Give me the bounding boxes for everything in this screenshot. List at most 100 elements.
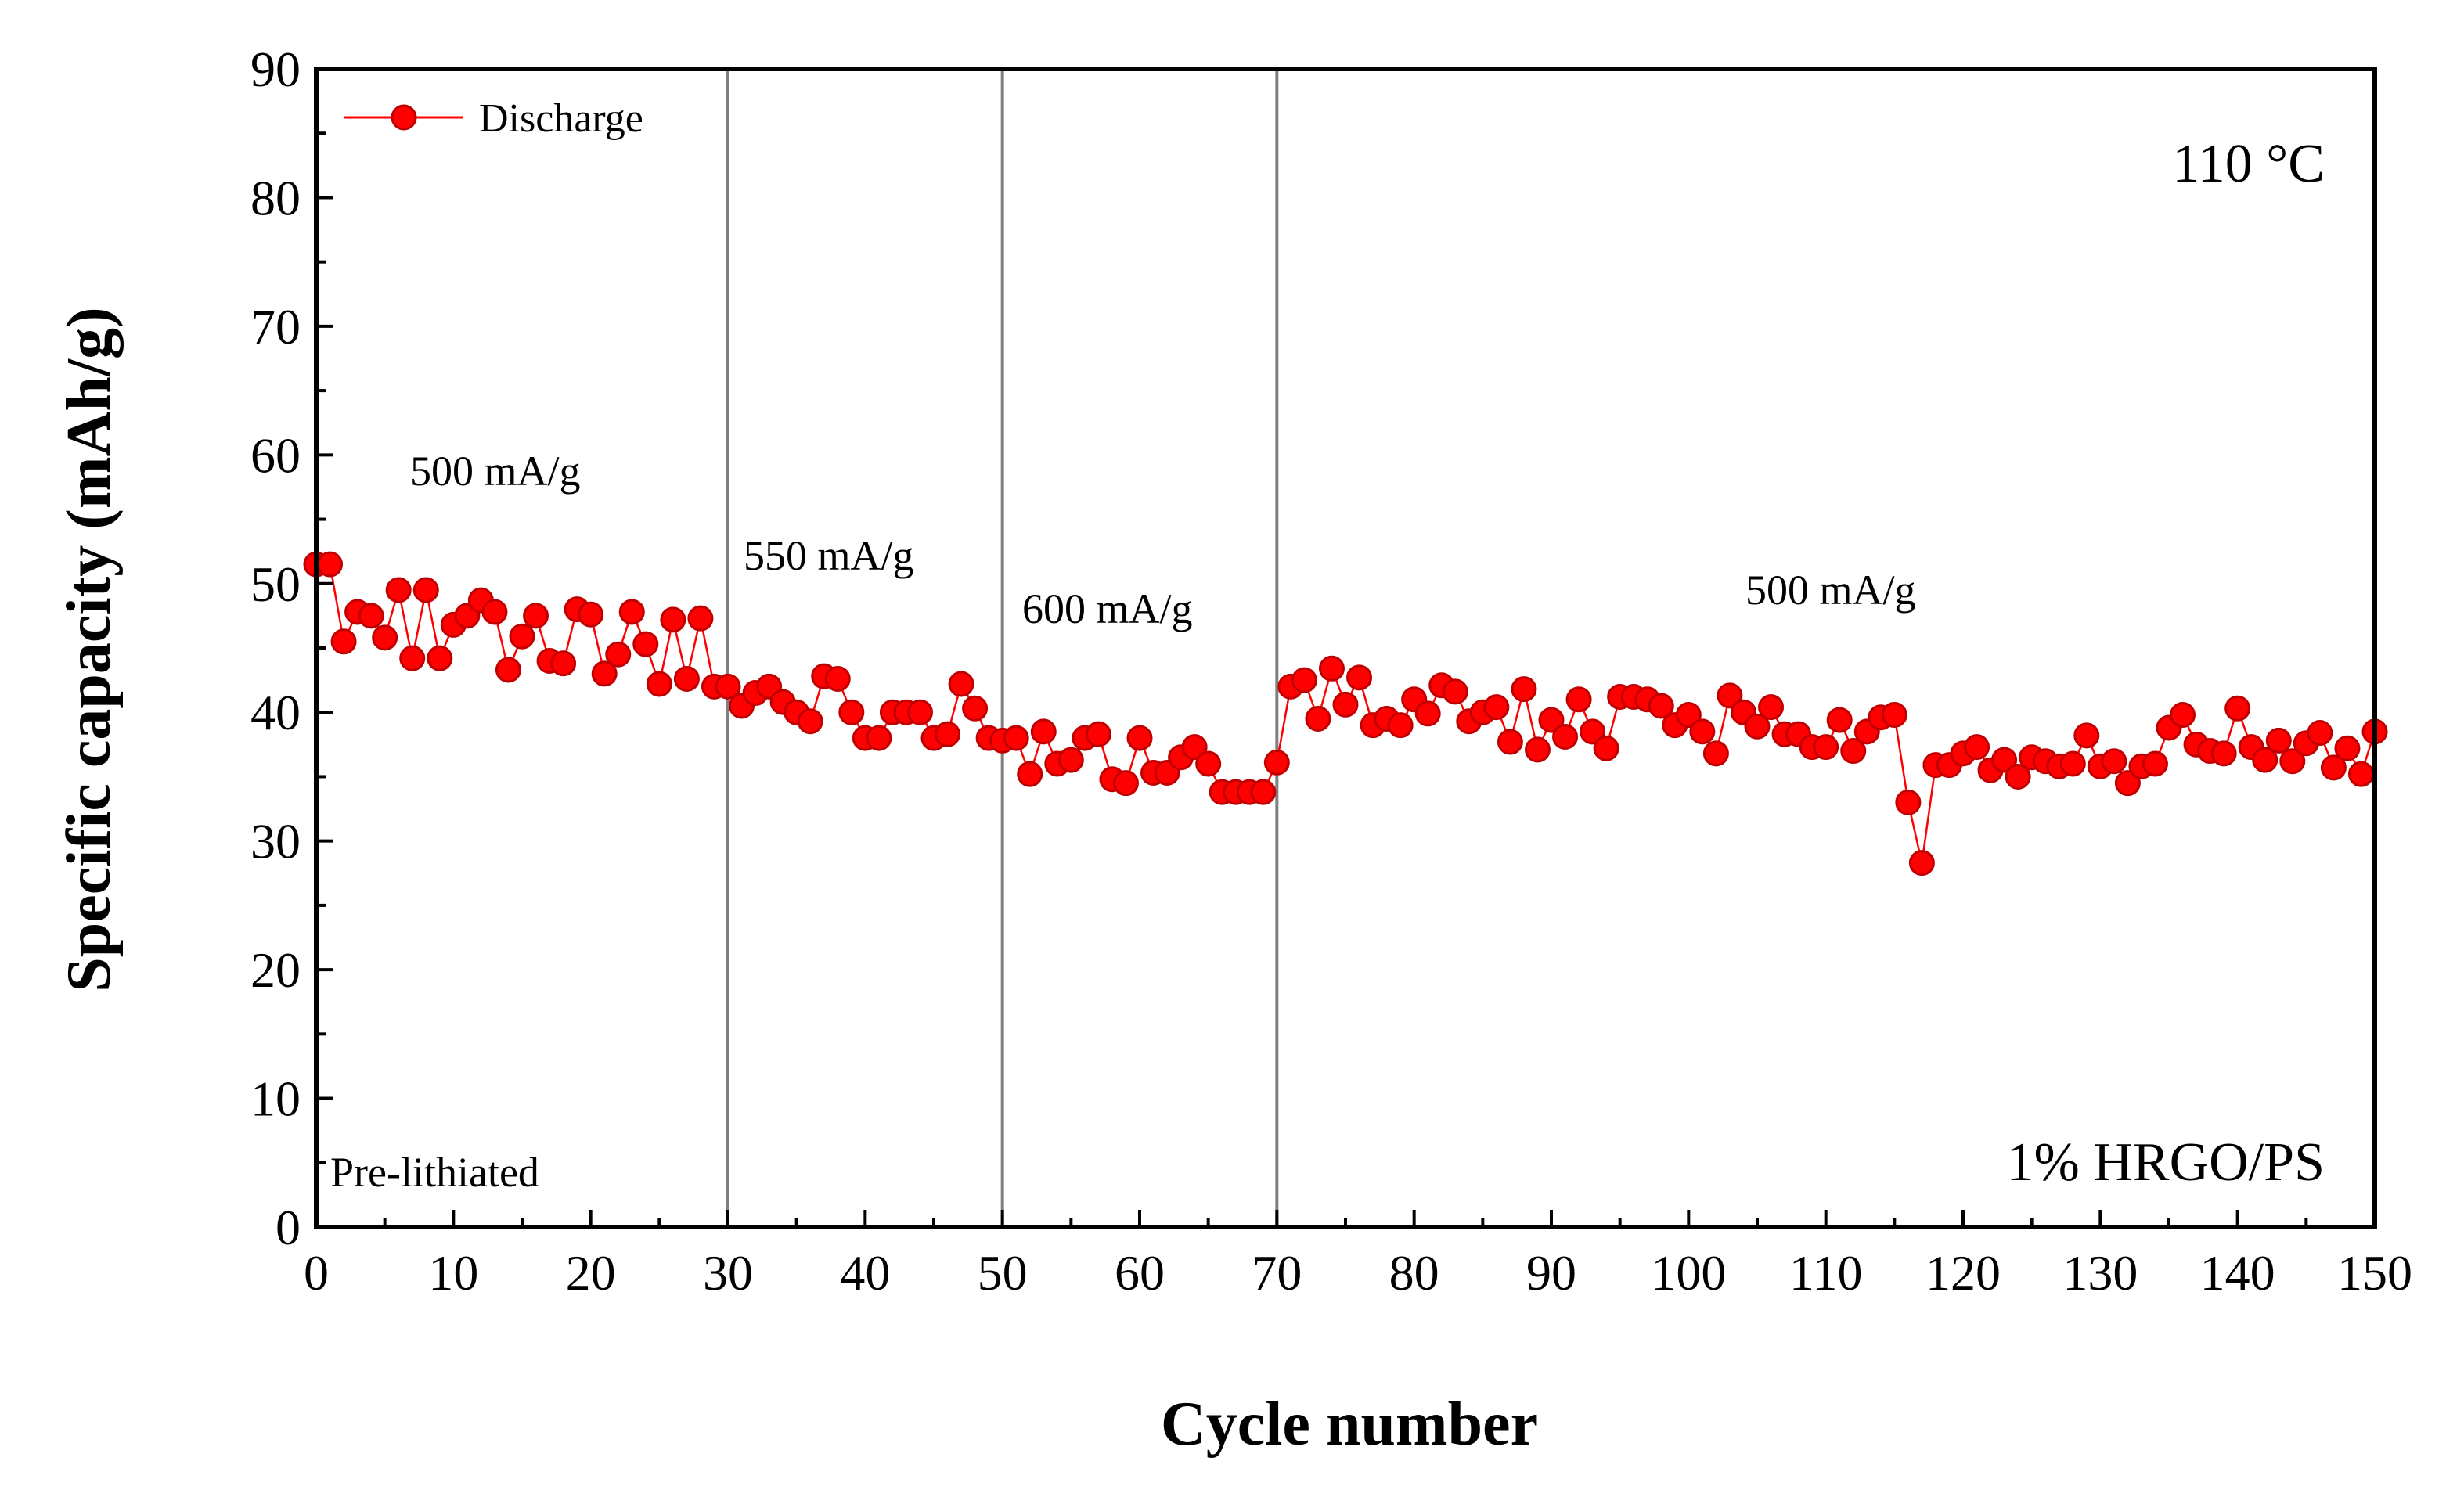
y-tick-label: 0 [276,1200,301,1255]
data-point [2347,761,2374,787]
y-axis: 0 10 20 30 40 50 60 70 80 90 [250,41,333,1255]
data-point [509,623,535,650]
data-point [948,671,974,697]
x-axis-title: Cycle number [1161,1390,1538,1459]
data-point [1442,678,1468,705]
x-tick-label: 120 [1925,1245,2001,1301]
y-tick-label: 90 [250,41,301,97]
data-point [399,645,426,671]
rate-label-4: 500 mA/g [1745,567,1916,614]
data-point [1675,702,1702,729]
data-point [385,577,412,603]
x-tick-label: 110 [1789,1245,1863,1301]
legend: Discharge [344,96,643,141]
data-point [358,603,384,629]
data-point [1702,740,1729,767]
data-point [660,606,686,633]
y-axis-title: Specific capacity (mAh/g) [55,307,124,992]
data-point [1758,694,1785,721]
data-point [2059,750,2086,777]
data-point [824,665,851,692]
data-point [1085,721,1111,747]
x-tick-label: 30 [703,1245,753,1301]
data-point [2279,748,2306,775]
data-point [330,628,357,655]
data-point [1908,850,1935,876]
x-axis: 0 10 20 30 40 50 60 70 80 90 100 110 120 130 140 150 [304,1210,2412,1301]
sample-label: 1% HRGO/PS [2007,1132,2325,1193]
data-point [2170,702,2196,729]
data-point [1648,693,1674,719]
data-point [715,673,741,700]
data-point [838,699,865,725]
data-point [2073,722,2100,749]
data-point [1003,725,1029,751]
x-tick-label: 50 [978,1245,1028,1301]
data-point [1565,686,1592,713]
data-point [2101,748,2127,775]
data-point [550,650,577,677]
data-point [372,624,398,651]
data-point [412,577,439,603]
data-point [1689,718,1716,745]
data-point [605,641,632,668]
x-tick-label: 130 [2062,1245,2138,1301]
data-point [495,657,521,683]
data-point [1826,707,1853,733]
y-tick-label: 10 [250,1071,301,1127]
rate-label-3: 600 mA/g [1022,585,1193,632]
data-point [1895,789,1922,815]
data-point [618,599,645,625]
data-point [1030,718,1057,745]
x-tick-label: 40 [840,1245,890,1301]
data-point [1195,750,1222,777]
data-point [1813,734,1839,761]
x-tick-label: 10 [428,1245,478,1301]
data-point [1414,700,1441,727]
x-tick-label: 60 [1115,1245,1165,1301]
data-point [1744,713,1771,740]
y-tick-label: 60 [250,427,301,483]
y-tick-label: 30 [250,814,301,869]
data-point [906,699,933,725]
data-point [1305,705,1331,732]
data-point [1126,725,1153,751]
y-tick-label: 50 [250,556,301,612]
data-point [2307,720,2333,747]
data-point [1511,676,1537,703]
data-point [1483,694,1510,721]
rate-label-2: 550 mA/g [744,532,914,579]
x-tick-label: 80 [1389,1245,1439,1301]
data-point [1017,761,1043,787]
data-point [1840,738,1867,765]
data-point [1538,707,1565,733]
data-point [1593,735,1619,761]
y-tick-label: 40 [250,685,301,740]
data-point [1387,712,1414,739]
data-point [646,671,672,697]
data-point [591,660,618,687]
x-tick-label: 0 [304,1245,329,1301]
x-tick-label: 100 [1651,1245,1726,1301]
data-point [578,601,604,628]
data-point [1318,655,1345,682]
legend-label: Discharge [479,96,643,141]
data-point [1881,702,1907,729]
data-point [1057,747,1084,773]
data-point [2114,770,2141,797]
data-point [2320,754,2347,781]
discharge-series [303,551,2388,876]
data-point [2252,747,2278,773]
data-point [2210,740,2237,767]
y-tick-label: 20 [250,942,301,998]
data-point [427,645,453,671]
data-point [1717,682,1743,709]
x-tick-label: 90 [1526,1245,1576,1301]
data-point [1524,736,1551,763]
data-point [935,721,961,747]
data-point [1580,718,1606,745]
data-point [2334,735,2361,761]
rate-separators [726,69,1279,1227]
data-point [481,599,508,625]
